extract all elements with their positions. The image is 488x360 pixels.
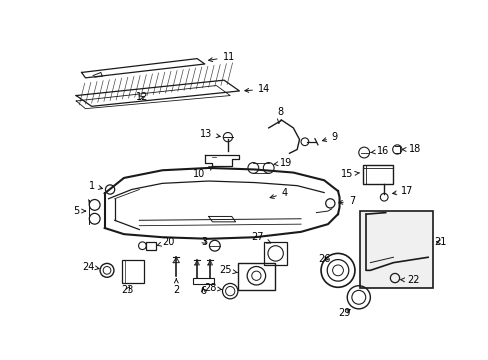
Text: 4: 4 — [269, 188, 287, 198]
Text: 11: 11 — [208, 52, 234, 62]
Text: 5: 5 — [73, 206, 85, 216]
Text: 19: 19 — [273, 158, 292, 167]
Text: 6: 6 — [200, 286, 206, 296]
Text: 3: 3 — [201, 237, 207, 247]
Text: 29: 29 — [338, 308, 350, 318]
Text: 27: 27 — [251, 232, 270, 243]
Text: 18: 18 — [402, 144, 420, 154]
Text: 28: 28 — [203, 283, 222, 293]
Text: 14: 14 — [244, 84, 270, 94]
Text: 17: 17 — [392, 186, 413, 196]
Text: 1: 1 — [88, 181, 102, 191]
Bar — [145, 242, 156, 249]
Text: 12: 12 — [135, 92, 147, 102]
Text: 20: 20 — [157, 237, 175, 247]
Text: 23: 23 — [122, 285, 134, 294]
Text: 7: 7 — [338, 196, 354, 206]
Text: 13: 13 — [200, 129, 220, 139]
Text: 26: 26 — [317, 254, 329, 264]
Text: 10: 10 — [192, 167, 212, 179]
Text: 15: 15 — [340, 169, 358, 179]
Bar — [264, 242, 286, 265]
Text: 21: 21 — [433, 237, 446, 247]
Bar — [238, 263, 274, 289]
Text: 22: 22 — [400, 275, 419, 285]
Bar — [193, 278, 214, 284]
Text: 8: 8 — [277, 108, 283, 123]
Bar — [362, 165, 393, 184]
Bar — [122, 260, 143, 283]
Bar — [360, 211, 432, 288]
Text: 9: 9 — [322, 132, 337, 142]
Text: 25: 25 — [219, 265, 237, 275]
Text: 24: 24 — [82, 261, 99, 271]
Text: 16: 16 — [370, 146, 388, 156]
Text: 2: 2 — [173, 279, 179, 294]
